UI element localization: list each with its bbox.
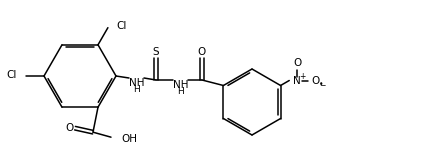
Text: NH: NH [129,78,145,88]
Text: OH: OH [121,134,137,144]
Text: O: O [311,76,320,85]
Text: H: H [178,86,184,95]
Text: O: O [198,47,206,57]
Text: O: O [293,58,301,69]
Text: S: S [152,47,159,57]
Text: −: − [319,81,325,90]
Text: Cl: Cl [7,70,17,80]
Text: •: • [319,80,324,89]
Text: Cl: Cl [116,21,126,31]
Text: NH: NH [173,80,189,90]
Text: N: N [293,76,301,85]
Text: O: O [65,123,73,133]
Text: H: H [133,85,141,94]
Text: +: + [299,72,305,81]
